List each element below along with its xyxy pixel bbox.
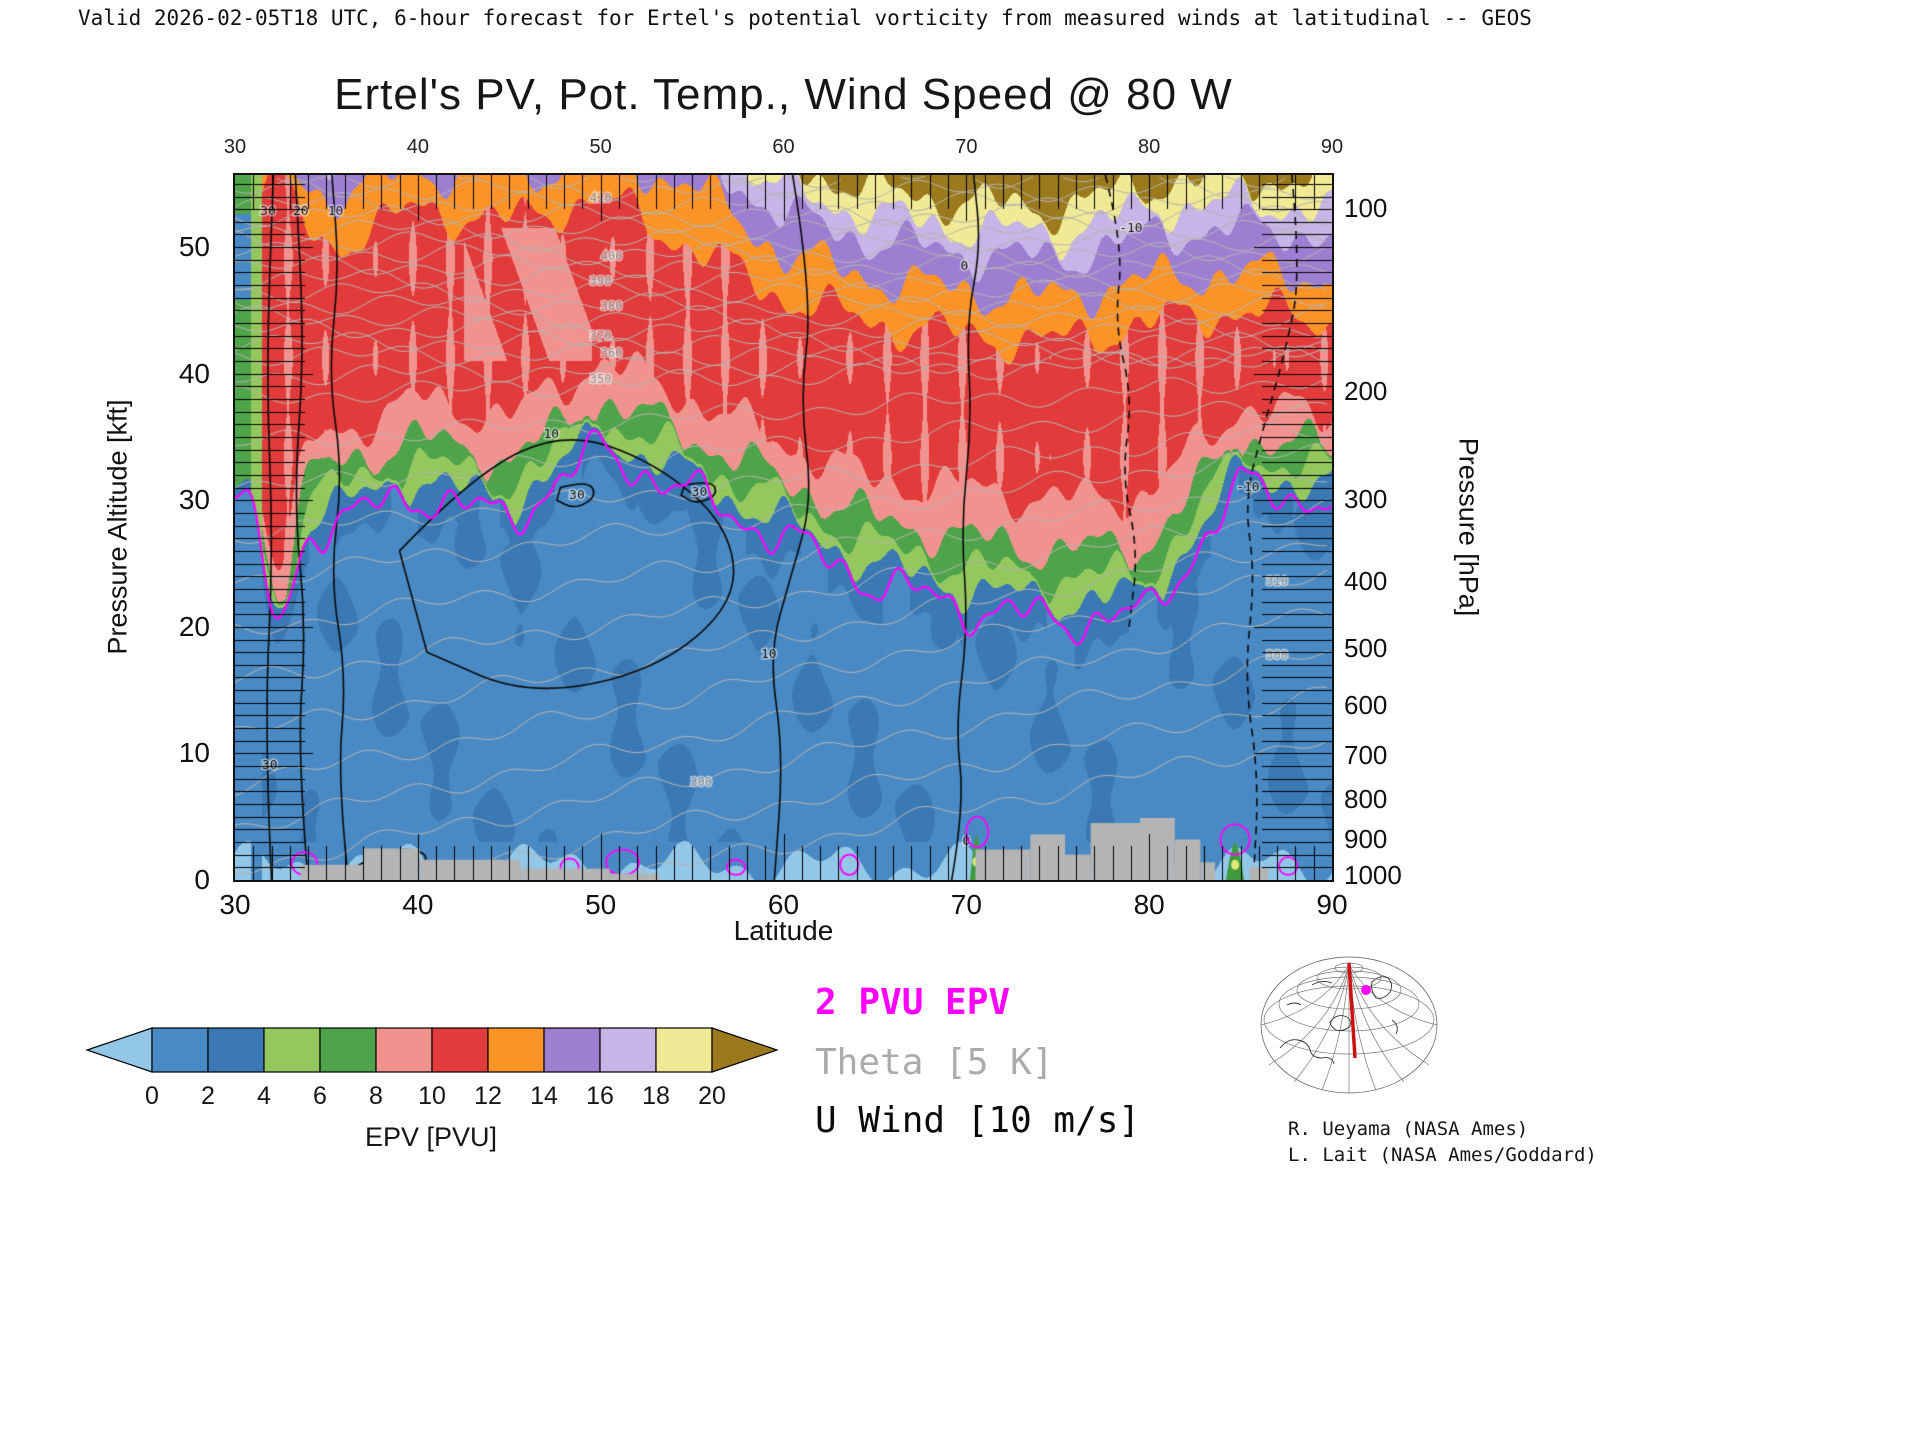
x-tick-label-top: 40 [406, 136, 429, 158]
credit-line-1: R. Ueyama (NASA Ames) [1288, 1118, 1529, 1140]
colorbar-tick-label: 6 [313, 1082, 327, 1110]
colorbar-segment [655, 1027, 713, 1073]
x-tick-label-bottom: 50 [585, 889, 617, 920]
plot-title: Ertel's PV, Pot. Temp., Wind Speed @ 80 … [334, 70, 1233, 119]
colorbar-segment [543, 1027, 601, 1073]
colorbar-segment [375, 1027, 433, 1073]
x-tick-label-bottom: 80 [1133, 889, 1165, 920]
x-tick-label-bottom: 60 [767, 889, 800, 920]
y-right-tick-label: 800 [1344, 783, 1388, 814]
y-right-tick-label: 900 [1344, 824, 1388, 855]
y-left-tick-label: 0 [194, 864, 210, 895]
valid-time-header: Valid 2026-02-05T18 UTC, 6-hour forecast… [78, 6, 1532, 30]
y-right-tick-label: 500 [1344, 633, 1388, 664]
x-tick-label-top: 70 [955, 136, 978, 158]
y-left-tick-label: 10 [178, 737, 210, 769]
map-location-dot [1361, 985, 1371, 995]
x-axis-label: Latitude [733, 915, 834, 946]
credits: R. Ueyama (NASA Ames) L. Lait (NASA Ames… [1288, 1116, 1597, 1168]
x-tick-label-bottom: 40 [402, 889, 434, 920]
x-tick-label-top: 80 [1138, 136, 1161, 158]
colorbar-segment [151, 1027, 209, 1073]
legend-u-wind: U Wind [10 m/s] [815, 1100, 1141, 1141]
colorbar-under-arrow [85, 1027, 153, 1073]
colorbar-tick-label: 20 [698, 1082, 726, 1110]
colorbar-segment [263, 1027, 321, 1073]
y-left-tick-label: 30 [178, 484, 210, 516]
colorbar-tick-label: 0 [145, 1082, 159, 1110]
colorbar-tick-label: 16 [586, 1082, 614, 1110]
colorbar-over-arrow [711, 1027, 779, 1073]
x-tick-label-bottom: 70 [950, 889, 982, 920]
colorbar-tick-label: 8 [369, 1082, 383, 1110]
y-right-tick-label: 400 [1344, 566, 1388, 597]
colorbar-segment [319, 1027, 377, 1073]
x-tick-label-top: 90 [1320, 136, 1344, 158]
colorbar-tick-label: 2 [201, 1082, 215, 1110]
map-80w-track-line [1347, 962, 1357, 1059]
colorbar-segment [207, 1027, 265, 1073]
y-right-tick-label: 300 [1344, 484, 1388, 515]
colorbar-tick-label: 10 [418, 1082, 446, 1110]
y-right-axis-label: Pressure [hPa] [1453, 437, 1484, 617]
map-coastlines [1279, 976, 1398, 1065]
colorbar-segment [487, 1027, 545, 1073]
colorbar-caption: EPV [PVU] [364, 1122, 498, 1152]
x-tick-label-bottom: 90 [1316, 889, 1348, 920]
y-left-axis-label: Pressure Altitude [kft] [102, 399, 133, 655]
legend-2pvu-epv: 2 PVU EPV [815, 982, 1011, 1023]
legend-theta: Theta [5 K] [815, 1042, 1054, 1083]
colorbar-svg: 0 2 4 6 8 10 12 14 16 18 20 [85, 1027, 779, 1110]
y-right-tick-label: 100 [1344, 192, 1388, 223]
x-tick-label-bottom: 30 [219, 889, 251, 920]
credit-line-2: L. Lait (NASA Ames/Goddard) [1288, 1144, 1597, 1166]
y-left-tick-label: 40 [178, 357, 210, 389]
pv-cross-section-canvas [233, 173, 1334, 882]
x-tick-label-top: 30 [223, 136, 247, 158]
colorbar: 0 2 4 6 8 10 12 14 16 18 20 EPV [PVU] [85, 1026, 785, 1186]
y-left-tick-label: 20 [178, 610, 210, 642]
x-tick-label-top: 50 [589, 136, 612, 158]
y-right-tick-label: 600 [1344, 690, 1388, 721]
colorbar-tick-label: 18 [642, 1082, 670, 1110]
y-right-tick-label: 1000 [1344, 859, 1402, 890]
x-tick-label-top: 60 [772, 136, 795, 158]
colorbar-tick-label: 12 [474, 1082, 502, 1110]
y-right-tick-label: 700 [1344, 739, 1388, 770]
colorbar-segment [599, 1027, 657, 1073]
colorbar-segment [431, 1027, 489, 1073]
colorbar-tick-label: 14 [530, 1082, 558, 1110]
y-left-tick-label: 50 [178, 231, 210, 263]
cross-section-location-map [1260, 956, 1438, 1094]
colorbar-tick-label: 4 [257, 1082, 271, 1110]
y-right-tick-label: 200 [1344, 376, 1388, 407]
